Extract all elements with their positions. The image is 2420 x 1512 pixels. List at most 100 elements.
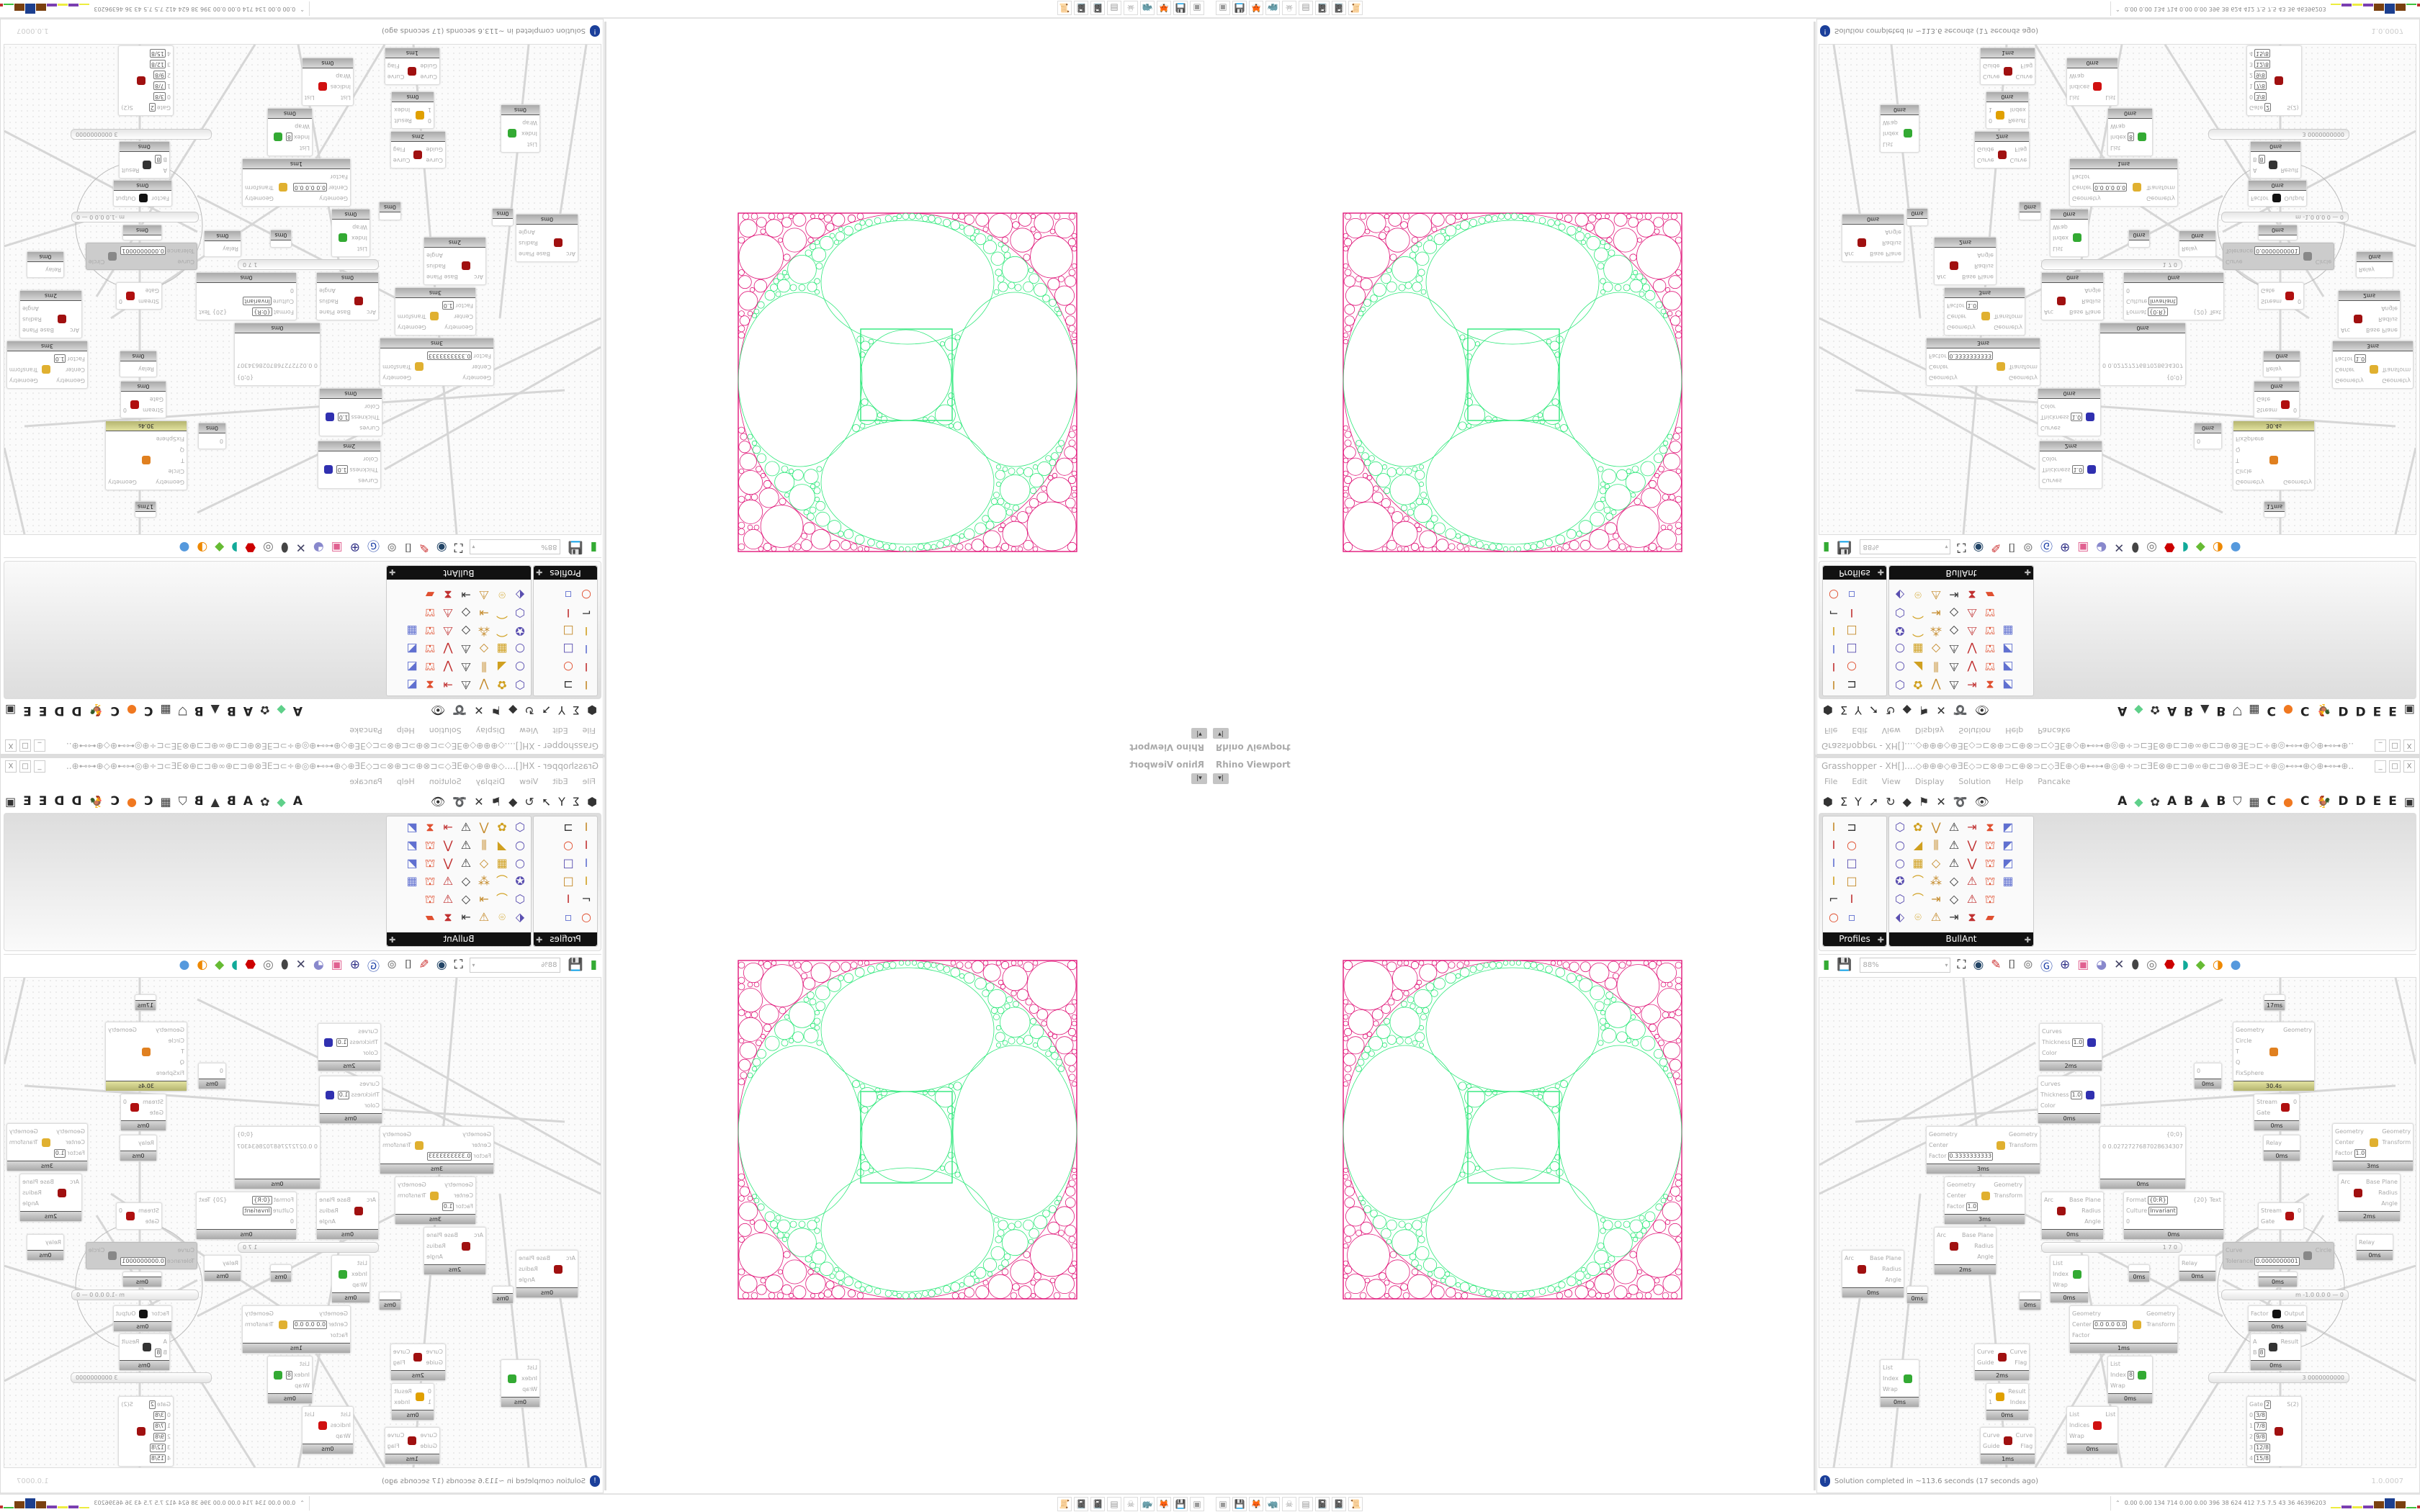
category-icon[interactable]: ➰ <box>1953 703 1968 718</box>
taskbar-app-icon[interactable]: ▣ <box>1190 1497 1204 1511</box>
output-param[interactable]: Geometry <box>2009 374 2038 381</box>
component-icon[interactable]: ◩ <box>2002 660 2014 674</box>
component-icon[interactable]: ✪ <box>515 874 525 888</box>
input-param[interactable]: Center <box>54 364 85 375</box>
zoom-level-field[interactable]: 88% ▾ <box>1859 957 1950 973</box>
input-param[interactable]: Stream <box>138 296 159 307</box>
param-value[interactable]: Invariant <box>2148 297 2177 305</box>
gh-component[interactable]: Stream Gate 0 0ms <box>2254 1094 2300 1131</box>
input-param[interactable]: Stream <box>2257 405 2277 415</box>
cube-red-icon[interactable]: ⬣ <box>245 958 256 972</box>
tab-icon[interactable]: ▦ <box>2249 703 2260 718</box>
component-icon[interactable]: ▦ <box>406 874 418 888</box>
component-icon[interactable]: Ⅰ <box>584 678 588 692</box>
input-param[interactable]: List <box>2053 243 2069 254</box>
output-param[interactable]: Angle <box>22 1200 39 1207</box>
input-param[interactable]: Arc <box>70 325 79 336</box>
output-param[interactable]: Geometry <box>9 1128 38 1135</box>
number-slider[interactable]: 3 0000000000 <box>2208 1372 2349 1383</box>
component-icon[interactable]: ⚠ <box>1948 820 1960 834</box>
component-icon[interactable]: ⬡ <box>1895 606 1905 620</box>
component-icon[interactable]: ⇥ <box>479 606 489 620</box>
shape-teal-icon[interactable]: ◗ <box>231 540 238 554</box>
output-param[interactable]: Angle <box>426 252 443 258</box>
input-param[interactable]: Arc <box>1937 1230 1946 1241</box>
input-param[interactable]: Q <box>2236 444 2264 455</box>
component-icon[interactable]: ⌒ <box>496 874 508 888</box>
param-value[interactable]: 0.3333333333 <box>426 351 472 360</box>
component-icon[interactable]: ▫ <box>564 910 573 924</box>
output-param[interactable]: Angle <box>319 1218 336 1225</box>
param-value[interactable]: 9/8 <box>153 1433 166 1441</box>
new-file-icon[interactable]: ▮ <box>590 540 597 554</box>
gh-component[interactable]: List Indices Wrap List 0ms <box>2066 1406 2119 1454</box>
cube-red-icon[interactable]: ⬣ <box>245 540 256 554</box>
gh-component[interactable]: Relay 0ms <box>2356 1234 2393 1261</box>
number-slider[interactable]: 3 0000000000 <box>71 129 212 140</box>
tab-letter[interactable]: D <box>71 794 82 809</box>
component-icon[interactable]: ⚠ <box>442 606 454 620</box>
tab-letter[interactable]: C <box>2300 794 2310 809</box>
component-icon[interactable]: ◇ <box>479 642 489 656</box>
gh-component[interactable]: Factor Output 0ms <box>2248 1305 2308 1332</box>
tab-letter[interactable]: B <box>194 794 204 809</box>
input-param[interactable]: Indices <box>331 81 351 92</box>
tab-icon[interactable]: ⛉ <box>2233 794 2242 808</box>
component-icon[interactable]: ○ <box>1895 838 1905 852</box>
gh-component[interactable]: Geometry Circle T Q FixSphere Geometry 30.4s <box>105 1022 187 1092</box>
component-icon[interactable]: ○ <box>1847 838 1857 852</box>
gh-component[interactable]: 0ms <box>2128 1264 2150 1282</box>
gh-component[interactable]: List Index Wrap 0ms <box>501 104 540 153</box>
gh-component[interactable]: Relay 0ms <box>204 230 241 257</box>
component-icon[interactable]: ◩ <box>406 820 418 834</box>
menu-file[interactable]: File <box>582 777 596 786</box>
viewport-dropdown-button[interactable]: ▾| <box>1213 728 1229 739</box>
input-param[interactable]: Wrap <box>2110 121 2134 132</box>
input-param[interactable]: Factor <box>152 1308 170 1319</box>
component-icon[interactable]: ⚠ <box>1948 660 1960 674</box>
tab-letter[interactable]: B <box>2184 794 2194 809</box>
component-icon[interactable]: ○ <box>515 642 525 656</box>
tab-icon[interactable]: ▦ <box>160 703 171 718</box>
tab-icon[interactable]: ◆ <box>2134 794 2143 809</box>
component-icon[interactable]: ✿ <box>497 820 507 834</box>
component-icon[interactable]: ⚠ <box>442 892 454 906</box>
output-param[interactable]: Geometry <box>2283 479 2312 485</box>
gh-info-icon[interactable]: Ⓖ <box>2040 538 2053 553</box>
output-param[interactable]: List <box>304 94 315 101</box>
input-param[interactable]: Arc <box>1845 1253 1854 1264</box>
input-param[interactable]: Center <box>442 311 473 322</box>
number-slider[interactable]: 3 0000000000 <box>71 1372 212 1383</box>
minimize-button[interactable]: _ <box>34 739 45 752</box>
input-param[interactable]: Stream <box>138 1205 159 1216</box>
output-param[interactable]: Transform <box>382 1142 411 1148</box>
category-icon[interactable]: 👁 <box>431 703 446 718</box>
output-param[interactable]: Radius <box>1974 1243 1994 1249</box>
menu-pancake[interactable]: Pancake <box>349 726 382 735</box>
input-param[interactable]: 03/8 <box>149 91 171 102</box>
gh-component[interactable]: 0ms <box>270 230 292 248</box>
gh-component[interactable]: Arc Base Plane Radius Angle 2ms <box>19 290 82 338</box>
tab-letter[interactable]: A <box>2166 703 2177 718</box>
output-param[interactable]: Transform <box>245 184 274 191</box>
input-param[interactable]: 17/8 <box>149 81 171 91</box>
component-icon[interactable]: ⬡ <box>1895 892 1905 906</box>
component-icon[interactable]: ⛫ <box>424 624 436 638</box>
input-param[interactable]: Factor <box>152 193 170 204</box>
tab-icon[interactable]: 🐓 <box>89 703 104 718</box>
gh-component[interactable]: 17ms <box>2264 501 2285 518</box>
expand-panel-icon[interactable]: ✚ <box>1877 935 1884 945</box>
expand-icon[interactable]: ⌃ <box>300 6 305 12</box>
maximize-button[interactable]: □ <box>2389 739 2401 752</box>
gh-component[interactable]: 0ms <box>2019 202 2041 220</box>
input-param[interactable]: Circle <box>156 1035 184 1046</box>
tab-icon[interactable]: ▦ <box>160 794 171 809</box>
gh-component[interactable]: Curve Guide Curve Flag 2ms <box>390 1344 446 1381</box>
ring-icon[interactable]: ◎ <box>2146 540 2157 554</box>
